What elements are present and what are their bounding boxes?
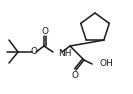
- Text: OH: OH: [99, 60, 113, 69]
- Text: O: O: [72, 70, 78, 80]
- Text: NH: NH: [58, 49, 72, 58]
- Text: O: O: [30, 47, 38, 56]
- Text: O: O: [41, 27, 49, 36]
